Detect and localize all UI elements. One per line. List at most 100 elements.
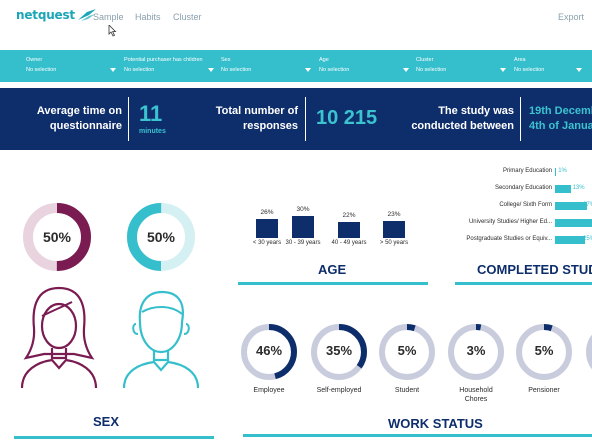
- chevron-down-icon: [208, 68, 214, 72]
- age-bar: [383, 221, 405, 238]
- conducted-label-line2: conducted between: [411, 120, 514, 132]
- conducted-label: The study was conducted between: [406, 104, 514, 134]
- education-bar: [555, 202, 588, 210]
- work-donut-arc: [311, 324, 367, 380]
- education-bar: [555, 168, 557, 176]
- work-status-item: 5% Student: [377, 322, 437, 394]
- divider: [128, 97, 129, 141]
- work-status-value: 3%: [466, 343, 486, 358]
- work-status-donut: [448, 324, 504, 380]
- education-bar-value: 27%: [583, 202, 592, 208]
- work-status-donut-partial: [586, 334, 592, 370]
- chevron-down-icon: [305, 68, 311, 72]
- chevron-down-icon: [110, 68, 116, 72]
- education-row-label: Postgraduate Studies or Equiv...: [466, 236, 552, 242]
- work-status-item: 46% Employee: [239, 322, 299, 394]
- work-status-section-rule: [243, 434, 592, 437]
- education-bar: [555, 219, 592, 227]
- work-donut-arc: [448, 324, 504, 380]
- work-status-label: Household Chores: [459, 387, 493, 403]
- work-status-label: Self-employed: [316, 387, 362, 394]
- age-bar-value: 30%: [296, 206, 310, 213]
- avg-time-label-line1: Average time on: [36, 105, 122, 117]
- work-status-value: 35%: [325, 343, 353, 358]
- male-percentage: 50%: [146, 229, 176, 245]
- filter-value: No selection: [416, 67, 447, 73]
- mouse-pointer-icon: [108, 25, 117, 37]
- work-status-item: 5% Pensioner: [514, 322, 574, 394]
- work-donut-arc: [241, 324, 297, 380]
- age-bar: [292, 216, 314, 238]
- work-status-label: Employee: [253, 387, 285, 394]
- age-bar-category: > 50 years: [379, 240, 409, 246]
- male-donut-arc: [127, 203, 195, 271]
- age-bar: [338, 222, 360, 238]
- female-donut-chart: [23, 203, 91, 271]
- work-status-value: 46%: [255, 343, 283, 358]
- work-donut-track: [586, 334, 592, 370]
- filter-value: No selection: [319, 67, 350, 73]
- education-bar-value: 25%: [583, 236, 592, 242]
- chevron-down-icon: [403, 68, 409, 72]
- filter-value: No selection: [26, 67, 57, 73]
- summary-banner: Average time on questionnaire 11 minutes…: [0, 88, 592, 150]
- work-status-value: 5%: [534, 343, 554, 358]
- filter-children[interactable]: Potential purchaser has children No sele…: [124, 57, 214, 77]
- age-bar-value: 23%: [387, 211, 401, 218]
- nav-sample[interactable]: Sample: [93, 12, 124, 22]
- responses-label-line2: responses: [242, 120, 298, 132]
- conducted-label-line1: The study was: [438, 105, 514, 117]
- nav-habits[interactable]: Habits: [135, 12, 161, 22]
- filter-value: No selection: [221, 67, 252, 73]
- filter-label: Area: [514, 57, 526, 63]
- work-donut-arc: [516, 324, 572, 380]
- filter-value: No selection: [124, 67, 155, 73]
- education-row-label: University Studies/ Higher Ed...: [468, 219, 552, 225]
- export-button[interactable]: Export: [557, 12, 584, 22]
- filter-age[interactable]: Age No selection: [319, 57, 409, 77]
- education-row-label: Primary Education: [502, 168, 552, 174]
- work-status-value: 5%: [397, 343, 417, 358]
- education-section-rule: [455, 282, 592, 285]
- filter-value: No selection: [514, 67, 545, 73]
- education-bar: [555, 185, 571, 193]
- age-bar-value: 26%: [260, 209, 274, 216]
- chevron-down-icon: [500, 68, 506, 72]
- responses-label: Total number of responses: [206, 104, 298, 134]
- filter-label: Potential purchaser has children: [124, 57, 203, 63]
- female-percentage: 50%: [42, 229, 72, 245]
- divider: [305, 97, 306, 141]
- age-bar: [256, 219, 278, 238]
- filter-area[interactable]: Area No selection: [514, 57, 582, 77]
- avg-time-label-line2: questionnaire: [49, 120, 122, 132]
- top-navigation: netquest Sample Habits Cluster Export: [0, 0, 592, 50]
- education-bar-value: 1%: [558, 168, 567, 174]
- filter-owner[interactable]: Owner No selection: [26, 57, 116, 77]
- age-section-rule: [238, 282, 428, 285]
- logo-text: netquest: [16, 8, 75, 22]
- filter-sex[interactable]: Sex No selection: [221, 57, 311, 77]
- avg-time-unit: minutes: [139, 128, 166, 135]
- filter-cluster[interactable]: Cluster No selection: [416, 57, 506, 77]
- work-status-item: 3% Household Chores: [446, 322, 506, 403]
- chevron-down-icon: [576, 68, 582, 72]
- male-donut-chart: [127, 203, 195, 271]
- male-donut: 50%: [126, 202, 196, 272]
- age-bar-category: 30 - 39 years: [285, 240, 321, 246]
- female-donut-arc: [23, 203, 91, 271]
- responses-value: 10 215: [316, 107, 378, 129]
- female-figure-icon: [20, 286, 98, 389]
- work-status-label: Student: [394, 387, 420, 394]
- work-status-donut: [241, 324, 297, 380]
- nav-cluster[interactable]: Cluster: [173, 12, 202, 22]
- work-status-section-title: WORK STATUS: [388, 416, 483, 431]
- work-status-donut: [379, 324, 435, 380]
- work-status-donut: [311, 324, 367, 380]
- logo-wing-icon: [77, 9, 96, 21]
- age-bar-category: 40 - 49 years: [331, 240, 367, 246]
- education-row-label: College/ Sixth Form: [499, 202, 552, 208]
- work-status-donut: [516, 324, 572, 380]
- work-status-item: 35% Self-employed: [309, 322, 369, 394]
- netquest-logo[interactable]: netquest: [16, 8, 97, 22]
- sex-section-title: SEX: [93, 414, 120, 429]
